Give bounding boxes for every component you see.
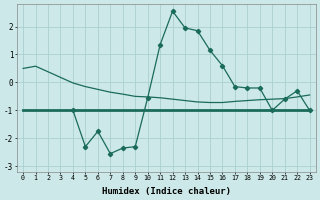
X-axis label: Humidex (Indice chaleur): Humidex (Indice chaleur) bbox=[102, 187, 231, 196]
